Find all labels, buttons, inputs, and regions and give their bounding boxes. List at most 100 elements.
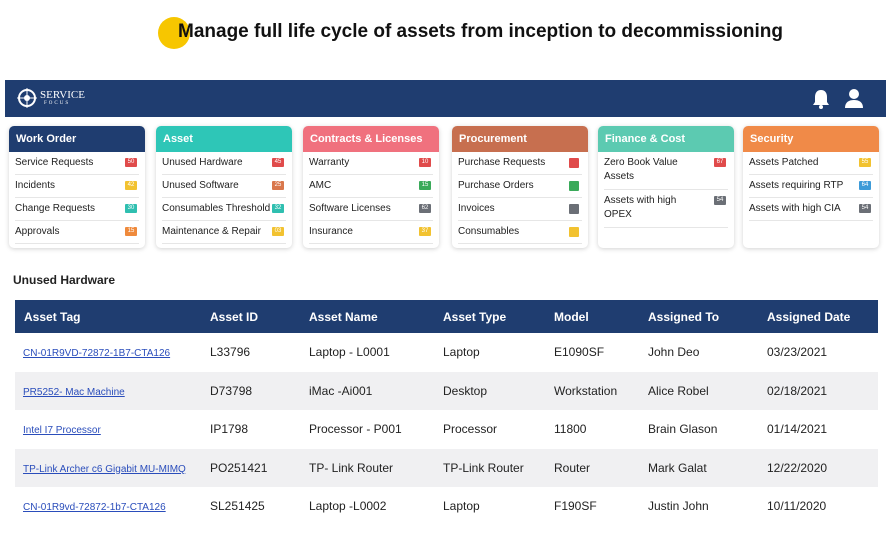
badge: 64	[859, 181, 871, 190]
column-header: Asset Tag	[15, 300, 210, 333]
header-text: Asset Tag	[24, 309, 81, 324]
card-item[interactable]: Unused Software 25	[162, 175, 286, 198]
badge: 67	[714, 158, 726, 167]
badge: 45	[272, 158, 284, 167]
cell-text: Desktop	[443, 383, 488, 398]
cell-text: PO251421	[210, 460, 268, 475]
table-cell: Brain Glason	[648, 410, 767, 449]
cell-text: Workstation	[554, 383, 618, 398]
table-cell: Processor	[443, 410, 554, 449]
table-cell: Workstation	[554, 371, 648, 410]
cell-text: Alice Robel	[648, 383, 709, 398]
table-cell: Intel I7 Processor	[15, 410, 210, 449]
header-text: Model	[554, 309, 589, 324]
card-item[interactable]: Purchase Orders	[458, 175, 582, 198]
asset-link[interactable]: PR5252- Mac Machine	[23, 386, 125, 398]
card[interactable]: Procurement Purchase Requests Purchase Ord…	[452, 126, 588, 248]
status-square	[569, 204, 579, 214]
table-cell: CN-01R9vd-72872-1b7-CTA126	[15, 487, 210, 526]
card[interactable]: Finance & Cost Zero Book Value Assets 67 As…	[598, 126, 734, 248]
card-item[interactable]: AMC 15	[309, 175, 433, 198]
item-label: Consumables Threshold	[162, 203, 271, 214]
table-cell: Laptop - L0001	[309, 333, 443, 372]
user-icon[interactable]	[843, 87, 865, 109]
cell-text: D73798	[210, 383, 253, 398]
card-item[interactable]: Software Licenses 62	[309, 198, 433, 221]
card-item[interactable]: Maintenance & Repair 03	[162, 221, 286, 244]
column-header: Model	[554, 300, 648, 333]
card-header: Security	[743, 126, 879, 152]
card[interactable]: Security Assets Patched 55 Assets requiring…	[743, 126, 879, 248]
table-cell: F190SF	[554, 487, 648, 526]
cell-text: IP1798	[210, 422, 249, 437]
table-cell: Alice Robel	[648, 371, 767, 410]
table-cell: John Deo	[648, 333, 767, 372]
item-label: Assets with high OPEX	[604, 195, 677, 220]
card-item[interactable]: Zero Book Value Assets 67	[604, 152, 728, 190]
asset-link[interactable]: TP-Link Archer c6 Gigabit MU-MIMQ	[23, 463, 186, 475]
cell-text: TP-Link Router	[443, 460, 524, 475]
asset-link[interactable]: Intel I7 Processor	[23, 425, 101, 437]
table-cell: E1090SF	[554, 333, 648, 372]
card-item[interactable]: Assets with high CIA 54	[749, 198, 873, 221]
card-item[interactable]: Consumables	[458, 221, 582, 244]
table-cell: 12/22/2020	[767, 448, 878, 487]
card-item[interactable]: Invoices	[458, 198, 582, 221]
table-cell: TP-Link Archer c6 Gigabit MU-MIMQ	[15, 448, 210, 487]
column-header: Asset ID	[210, 300, 309, 333]
card-item[interactable]: Approvals 15	[15, 221, 139, 244]
cell-text: 12/22/2020	[767, 460, 828, 475]
card[interactable]: Work Order Service Requests 50 Incidents 42 C…	[9, 126, 145, 248]
card-item[interactable]: Unused Hardware 45	[162, 152, 286, 175]
card-item[interactable]: Service Requests 50	[15, 152, 139, 175]
cell-text: Router	[554, 460, 591, 475]
card-item[interactable]: Warranty 10	[309, 152, 433, 175]
card[interactable]: Contracts & Licenses Warranty 10 AMC 15 Softw…	[303, 126, 439, 248]
asset-link[interactable]: CN-01R9vd-72872-1b7-CTA126	[23, 502, 166, 514]
cell-text: Laptop -L0002	[309, 499, 387, 514]
badge: 10	[419, 158, 431, 167]
table-cell: Laptop	[443, 487, 554, 526]
table-row: Intel I7 Processor IP1798 Processor - P001…	[15, 410, 878, 449]
item-label: Purchase Requests	[458, 157, 546, 168]
table-row: TP-Link Archer c6 Gigabit MU-MIMQ PO25142…	[15, 448, 878, 487]
card-item[interactable]: Incidents 42	[15, 175, 139, 198]
column-header: Asset Type	[443, 300, 554, 333]
badge: 62	[419, 204, 431, 213]
card-item[interactable]: Insurance 37	[309, 221, 433, 244]
item-label: Purchase Orders	[458, 180, 534, 191]
table-cell: 11800	[554, 410, 648, 449]
header-text: Assigned Date	[767, 309, 851, 324]
header-text: Asset ID	[210, 309, 259, 324]
logo[interactable]: SERVICE FOCUS	[17, 88, 85, 108]
item-label: Assets with high CIA	[749, 203, 841, 214]
status-square	[569, 227, 579, 237]
cell-text: Justin John	[648, 499, 709, 514]
card-header: Asset	[156, 126, 292, 152]
card-item[interactable]: Change Requests 30	[15, 198, 139, 221]
table-cell: SL251425	[210, 487, 309, 526]
card-item[interactable]: Consumables Threshold 32	[162, 198, 286, 221]
badge: 54	[859, 204, 871, 213]
badge: 37	[419, 227, 431, 236]
card-header: Work Order	[9, 126, 145, 152]
card-item[interactable]: Assets requiring RTP 64	[749, 175, 873, 198]
table-cell: Mark Galat	[648, 448, 767, 487]
cell-text: TP- Link Router	[309, 460, 394, 475]
cell-text: Processor - P001	[309, 422, 402, 437]
asset-link[interactable]: CN-01R9VD-72872-1B7-CTA126	[23, 348, 171, 360]
badge: 42	[125, 181, 137, 190]
item-label: Maintenance & Repair	[162, 226, 261, 237]
table-cell: TP- Link Router	[309, 448, 443, 487]
item-label: Warranty	[309, 157, 350, 168]
bell-icon[interactable]	[811, 88, 831, 110]
card-item[interactable]: Assets Patched 55	[749, 152, 873, 175]
card-item[interactable]: Assets with high OPEX 54	[604, 190, 728, 228]
item-label: Invoices	[458, 203, 495, 214]
card-item[interactable]: Purchase Requests	[458, 152, 582, 175]
table-cell: iMac -Ai001	[309, 371, 443, 410]
card[interactable]: Asset Unused Hardware 45 Unused Software 25 C…	[156, 126, 292, 248]
table-cell: Laptop -L0002	[309, 487, 443, 526]
table-cell: IP1798	[210, 410, 309, 449]
